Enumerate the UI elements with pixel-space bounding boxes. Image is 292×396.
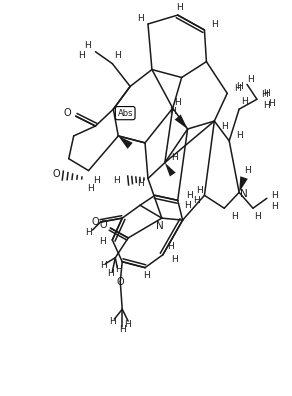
Text: H: H bbox=[100, 261, 107, 270]
Text: H: H bbox=[176, 3, 183, 11]
Text: H: H bbox=[221, 122, 228, 131]
Text: H: H bbox=[244, 166, 251, 175]
Text: H: H bbox=[137, 179, 143, 188]
Polygon shape bbox=[165, 163, 175, 177]
Text: O: O bbox=[64, 108, 72, 118]
Text: Abs: Abs bbox=[117, 109, 133, 118]
Text: H: H bbox=[137, 13, 143, 23]
Text: H: H bbox=[87, 184, 94, 193]
Text: H: H bbox=[167, 242, 174, 251]
Text: O: O bbox=[52, 169, 60, 179]
Text: H: H bbox=[78, 51, 85, 60]
Text: H: H bbox=[119, 325, 126, 333]
Text: H: H bbox=[144, 271, 150, 280]
Text: H: H bbox=[231, 211, 237, 221]
Text: N: N bbox=[240, 189, 248, 199]
Text: H: H bbox=[236, 82, 242, 91]
Text: H: H bbox=[99, 238, 106, 246]
Text: H: H bbox=[248, 75, 254, 84]
Text: H: H bbox=[236, 131, 242, 141]
Polygon shape bbox=[239, 176, 248, 192]
Text: H: H bbox=[263, 101, 270, 110]
Text: H: H bbox=[85, 227, 92, 236]
Text: H: H bbox=[171, 153, 178, 162]
Text: H: H bbox=[84, 41, 91, 50]
Text: H: H bbox=[174, 98, 181, 107]
Text: H: H bbox=[261, 90, 268, 99]
Text: H: H bbox=[263, 89, 270, 98]
Text: H: H bbox=[171, 255, 178, 264]
Text: H: H bbox=[211, 21, 218, 29]
Text: H: H bbox=[196, 186, 203, 195]
Text: H: H bbox=[115, 265, 122, 274]
Text: O: O bbox=[117, 276, 124, 287]
Text: H: H bbox=[255, 211, 261, 221]
Text: H: H bbox=[241, 97, 247, 106]
Text: H: H bbox=[234, 84, 241, 93]
Text: H: H bbox=[271, 202, 278, 211]
Text: O: O bbox=[92, 217, 99, 227]
Text: O: O bbox=[100, 220, 107, 230]
Polygon shape bbox=[175, 114, 187, 129]
Text: H: H bbox=[186, 191, 193, 200]
Text: H: H bbox=[268, 99, 275, 108]
Text: H: H bbox=[124, 320, 131, 329]
Text: H: H bbox=[114, 51, 121, 60]
Text: H: H bbox=[184, 201, 191, 210]
Polygon shape bbox=[118, 136, 133, 149]
Text: N: N bbox=[156, 221, 164, 231]
Text: H: H bbox=[93, 176, 100, 185]
Text: H: H bbox=[193, 196, 200, 205]
Text: H: H bbox=[107, 269, 114, 278]
Text: H: H bbox=[169, 107, 176, 116]
Text: H: H bbox=[109, 317, 116, 326]
Text: H: H bbox=[114, 176, 120, 185]
Text: H: H bbox=[271, 191, 278, 200]
